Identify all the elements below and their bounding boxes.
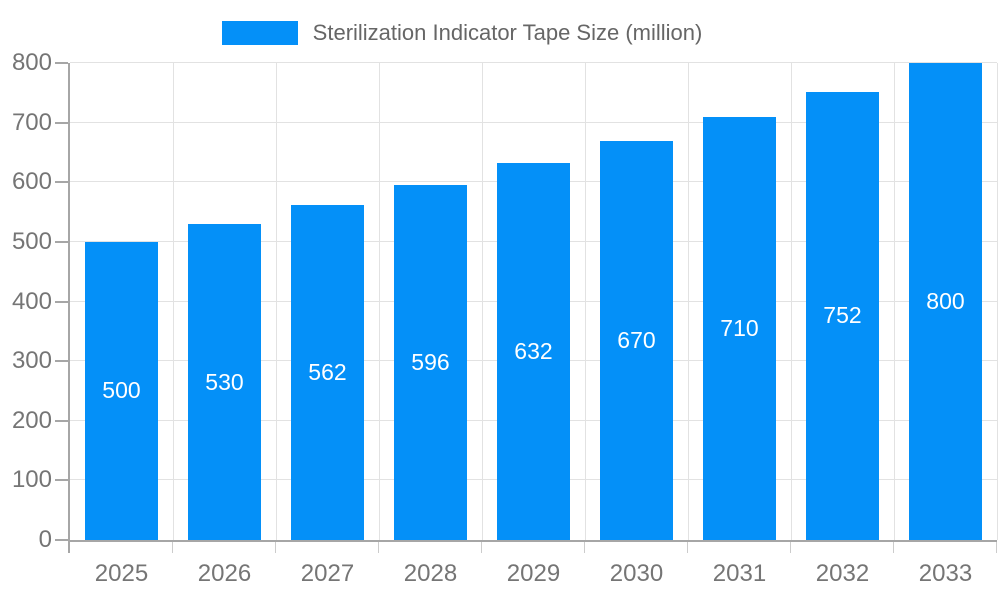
y-axis-tick: [55, 62, 68, 64]
x-tick-label: 2029: [506, 560, 561, 587]
bar-value-label: 710: [720, 314, 759, 341]
gridline-vertical: [276, 63, 277, 540]
x-tick-label: 2026: [197, 560, 252, 587]
bar-value-label: 562: [308, 358, 347, 385]
bar-2032: 752: [806, 91, 879, 540]
x-tick-label: 2025: [94, 560, 149, 587]
x-tick-label: 2027: [300, 560, 355, 587]
x-axis-tick: [481, 542, 482, 553]
bar-value-label: 500: [102, 377, 141, 404]
x-tick-label: 2033: [918, 560, 973, 587]
gridline-vertical: [687, 63, 689, 540]
bar-value-label: 596: [411, 348, 450, 375]
bar-2031: 710: [703, 116, 776, 540]
bar-value-label: 752: [823, 302, 862, 329]
bar-value-label: 670: [617, 326, 656, 353]
bar-2028: 596: [394, 184, 467, 540]
legend-swatch-icon[interactable]: [221, 21, 298, 45]
y-axis-tick: [55, 300, 68, 303]
y-axis-tick: [55, 479, 68, 482]
x-axis-tick: [996, 542, 997, 553]
bar-2025: 500: [85, 241, 158, 540]
plot-area: 500 530 562 596 632 670 710 752 800: [68, 62, 998, 542]
y-axis-tick: [55, 419, 68, 422]
gridline-vertical: [378, 63, 380, 540]
y-axis-tick: [55, 539, 68, 541]
x-axis-tick: [790, 542, 791, 553]
y-axis-tick: [55, 240, 68, 243]
gridline-vertical: [997, 63, 998, 540]
y-axis-foot-tick: [68, 540, 70, 553]
gridline-horizontal: [70, 62, 997, 63]
x-axis-tick: [172, 542, 173, 553]
y-axis-tick: [55, 181, 68, 184]
x-axis-tick: [687, 542, 688, 553]
y-tick-label: 300: [11, 347, 52, 375]
gridline-vertical: [585, 63, 586, 540]
gridline-vertical: [173, 63, 174, 540]
gridline-horizontal: [70, 121, 997, 123]
legend-label[interactable]: Sterilization Indicator Tape Size (milli…: [312, 20, 703, 45]
bar-2027: 562: [291, 204, 364, 540]
x-axis-tick: [378, 542, 379, 553]
bar-value-label: 530: [205, 368, 244, 395]
bar-2029: 632: [497, 163, 570, 540]
x-tick-label: 2028: [403, 560, 458, 587]
x-tick-label: 2030: [609, 560, 664, 587]
y-axis-tick: [55, 121, 68, 124]
x-axis-tick: [275, 542, 276, 553]
legend[interactable]: Sterilization Indicator Tape Size (milli…: [0, 20, 962, 46]
gridline-vertical: [894, 63, 895, 540]
bar-value-label: 800: [926, 288, 965, 314]
bar-2033: 800: [909, 63, 982, 540]
bar-value-label: 632: [514, 338, 553, 365]
x-tick-label: 2032: [815, 560, 870, 587]
y-tick-label: 700: [11, 108, 52, 136]
y-tick-label: 500: [11, 227, 52, 255]
y-axis-tick: [55, 360, 68, 363]
x-axis-tick: [893, 542, 894, 553]
bar-2030: 670: [600, 140, 673, 540]
x-axis-tick: [584, 542, 585, 553]
y-tick-label: 400: [11, 287, 52, 315]
y-tick-label: 100: [11, 466, 52, 494]
x-tick-label: 2031: [712, 560, 767, 587]
gridline-vertical: [791, 63, 792, 540]
y-tick-label: 600: [11, 168, 52, 196]
y-tick-label: 200: [11, 406, 52, 434]
gridline-vertical: [482, 63, 483, 540]
bar-2026: 530: [188, 224, 261, 540]
y-tick-label: 800: [11, 49, 52, 76]
y-tick-label: 0: [38, 526, 52, 553]
